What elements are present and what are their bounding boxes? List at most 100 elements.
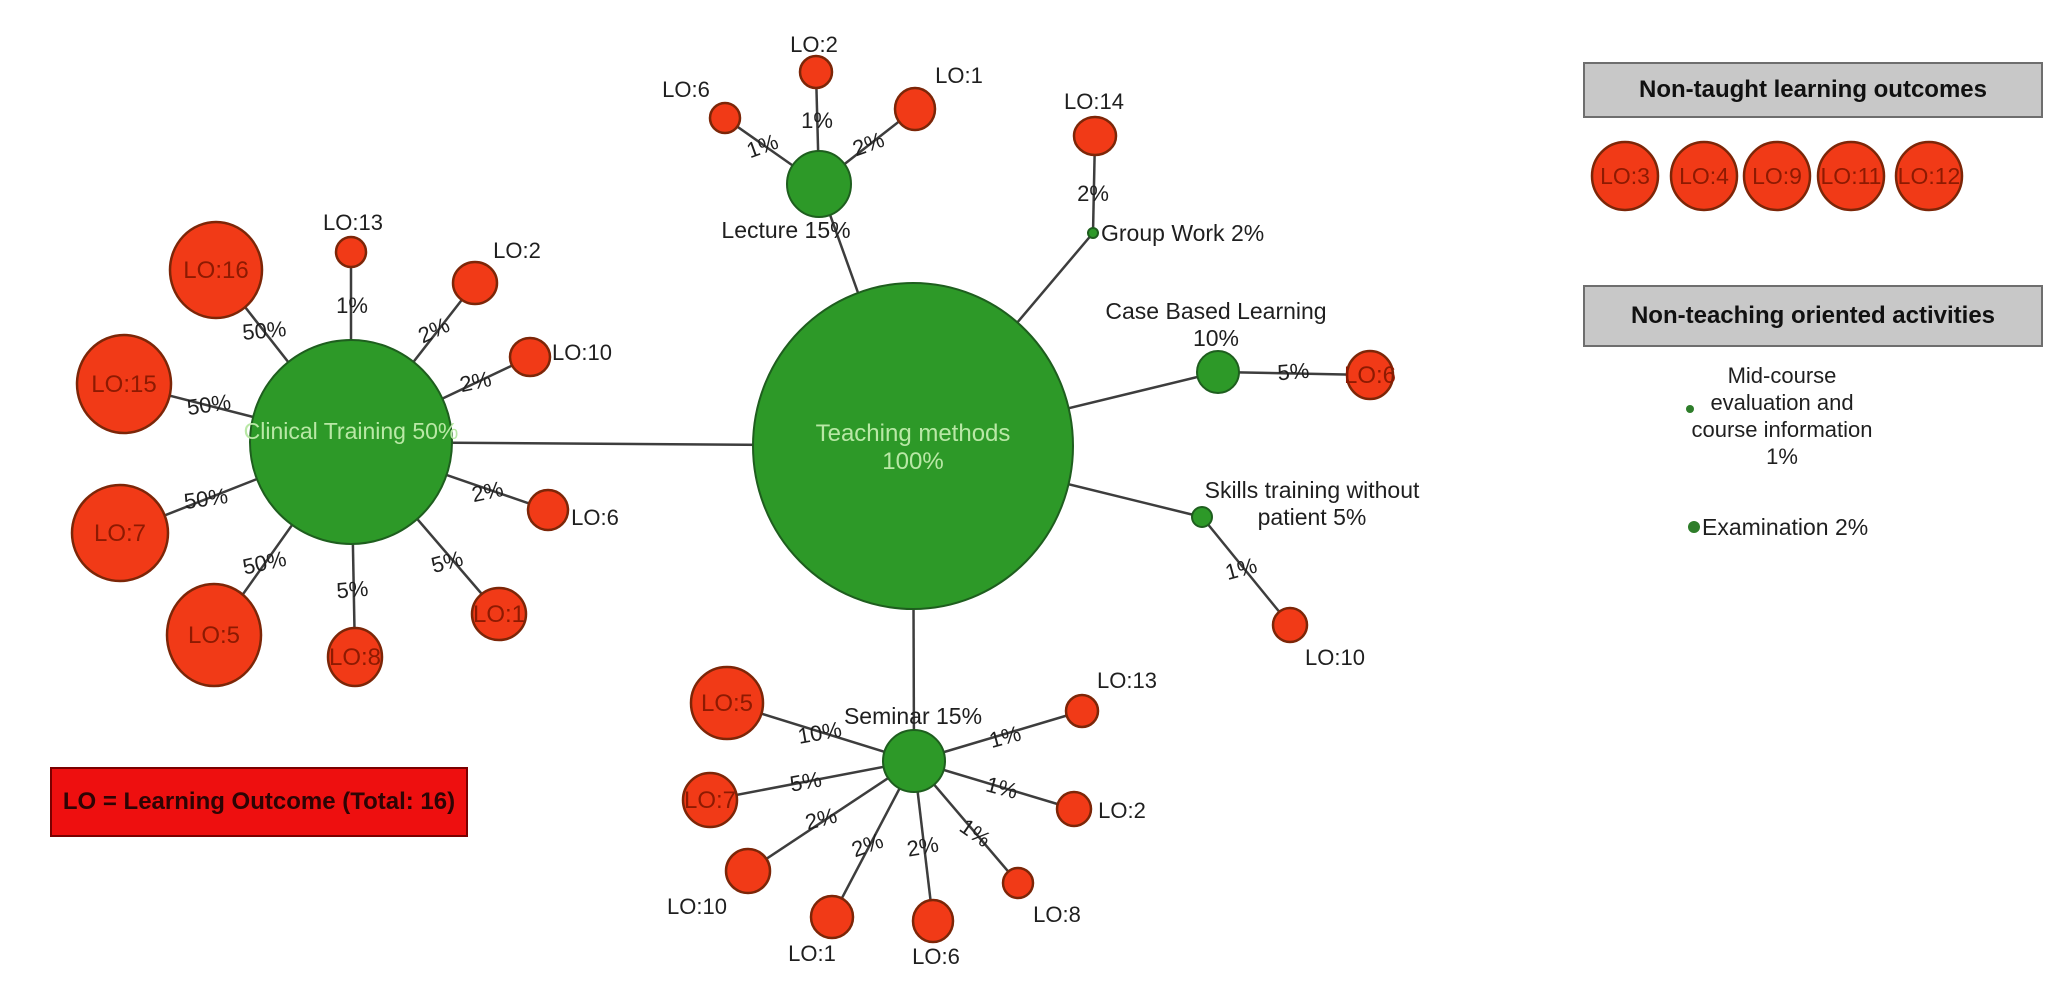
node-clinical-lo2-circle (451, 260, 499, 306)
node-clinical-lo10-label: LO:10 (552, 340, 612, 365)
non-taught-lo11-label: LO:11 (1821, 163, 1882, 189)
node-lecture-lo1-label: LO:1 (935, 63, 983, 88)
node-cbl-lo6-circle (1345, 349, 1395, 401)
edge-label-clinical-lo13: 1% (336, 293, 368, 318)
node-skills-lo10-circle (1271, 606, 1309, 644)
hub-clinical-label-1: Clinical Training 50% (244, 418, 459, 444)
node-seminar-lo7-circle (681, 771, 739, 829)
node-clinical-lo1-circle (470, 586, 528, 642)
node-clinical-lo5-label: LO:5 (188, 622, 240, 649)
non-taught-lo3-label: LO:3 (1600, 163, 1650, 189)
node-clinical-lo7-circle (70, 483, 170, 583)
edge-label-clinical-lo1: 5% (428, 546, 465, 578)
node-seminar-lo10-circle (724, 847, 772, 895)
node-skills-lo10-label: LO:10 (1305, 645, 1365, 670)
node-clinical-lo6-circle (526, 488, 570, 532)
hub-skills-label-1: Skills training without (1205, 477, 1420, 503)
hub-cbl-label-2: 10% (1193, 325, 1239, 351)
edge-label-clinical-lo10: 2% (457, 366, 493, 397)
panel-header-non-taught-learning-outcomes: Non-taught learning outcomes (1583, 62, 2043, 118)
edge-skills-lo10 (1201, 516, 1291, 626)
non-taught-lo3-circle (1590, 140, 1660, 212)
node-seminar-lo13-circle (1064, 693, 1100, 729)
non-taught-lo9-label: LO:9 (1752, 163, 1802, 189)
node-seminar-lo1-label: LO:1 (788, 941, 836, 966)
edge-cbl-lo6 (1217, 370, 1371, 377)
edge-label-clinical-lo15: 50% (185, 389, 232, 420)
legend-box: LO = Learning Outcome (Total: 16) (50, 767, 468, 837)
edge-label-lecture-lo1: 2% (849, 127, 887, 161)
node-clinical-lo2-label: LO:2 (493, 238, 541, 263)
node-clinical-lo1-label: LO:1 (473, 601, 525, 628)
edge-label-clinical-lo8: 5% (335, 576, 369, 604)
hub-teaching-label-1: Teaching methods (816, 420, 1011, 447)
hub-cbl-label-1: Case Based Learning (1105, 298, 1326, 324)
node-clinical-lo8-label: LO:8 (329, 644, 381, 671)
edge-label-clinical-lo7: 50% (182, 483, 229, 514)
mid-course-line-3: course information (1691, 417, 1873, 442)
edge-label-seminar-lo6: 2% (905, 832, 941, 862)
edge-label-seminar-lo10: 2% (802, 803, 839, 835)
hub-lecture-circle (786, 150, 852, 218)
edge-label-seminar-lo5: 10% (796, 716, 844, 748)
mid-course-line-4: 1% (1766, 444, 1798, 469)
edge-label-cbl-lo6: 5% (1276, 358, 1310, 386)
node-lecture-lo2-circle (798, 54, 834, 90)
node-seminar-lo13-label: LO:13 (1097, 668, 1157, 693)
edge-label-seminar-lo2: 1% (983, 772, 1020, 804)
node-seminar-lo7-label: LO:7 (684, 787, 736, 814)
node-clinical-lo16-circle (168, 220, 264, 320)
node-clinical-lo8-circle (326, 626, 384, 688)
node-lecture-lo2-label: LO:2 (790, 32, 838, 57)
node-groupwork-lo14-label: LO:14 (1064, 89, 1124, 114)
node-clinical-lo13-circle (334, 235, 368, 269)
non-taught-lo11-circle (1816, 140, 1886, 212)
node-lecture-lo1-circle (893, 86, 937, 132)
mid-course-line-1: Mid-course (1727, 363, 1837, 388)
edge-label-clinical-lo6: 2% (469, 476, 505, 507)
edge-label-seminar-lo7: 5% (788, 767, 824, 797)
node-cbl-lo6-label: LO:6 (1344, 362, 1396, 389)
node-seminar-lo2-circle (1055, 790, 1093, 828)
mid-course-line-2: evaluation and (1710, 390, 1854, 415)
edge-seminar-lo10 (747, 759, 915, 873)
node-seminar-lo5-label: LO:5 (701, 690, 753, 717)
edge-label-lecture-lo2: 1% (801, 108, 833, 133)
node-seminar-lo8-circle (1001, 866, 1035, 900)
edge-seminar-lo7 (709, 759, 915, 802)
node-lecture-lo6-circle (708, 101, 742, 135)
node-clinical-lo10-circle (508, 336, 552, 378)
hub-groupwork-label-1: Group Work 2% (1101, 220, 1264, 246)
hub-groupwork-circle (1087, 227, 1099, 239)
edge-label-clinical-lo5: 50% (240, 546, 288, 580)
hub-lecture-label-1: Lecture 15% (721, 217, 850, 243)
hub-seminar-circle (882, 729, 946, 793)
non-taught-lo12-label: LO:12 (1898, 163, 1961, 189)
node-seminar-lo8-label: LO:8 (1033, 902, 1081, 927)
mid-course-dot-icon (1686, 405, 1694, 413)
node-clinical-lo15-label: LO:15 (91, 371, 156, 398)
edge-label-seminar-lo8: 1% (955, 813, 995, 852)
node-seminar-lo6-circle (911, 898, 955, 944)
examination-dot-icon (1688, 521, 1700, 533)
hub-skills-circle (1191, 506, 1213, 528)
node-seminar-lo2-label: LO:2 (1098, 798, 1146, 823)
hub-seminar-label-1: Seminar 15% (844, 703, 982, 729)
node-clinical-lo5-circle (165, 582, 263, 688)
non-taught-lo4-circle (1669, 140, 1739, 212)
node-seminar-lo6-label: LO:6 (912, 944, 960, 969)
node-groupwork-lo14-circle (1072, 115, 1118, 157)
node-seminar-lo5-circle (689, 665, 765, 741)
hub-teaching-label-2: 100% (882, 448, 943, 475)
node-clinical-lo13-label: LO:13 (323, 210, 383, 235)
edge-label-seminar-lo13: 1% (986, 721, 1023, 753)
node-lecture-lo6-label: LO:6 (662, 77, 710, 102)
hub-cbl-circle (1196, 350, 1240, 394)
node-clinical-lo7-label: LO:7 (94, 520, 146, 547)
edge-label-seminar-lo1: 2% (848, 828, 886, 862)
hub-skills-label-2: patient 5% (1258, 504, 1367, 530)
mid-course-evaluation-item: Mid-course evaluation and course informa… (1689, 362, 1875, 470)
hub-teaching-circle (752, 282, 1074, 610)
